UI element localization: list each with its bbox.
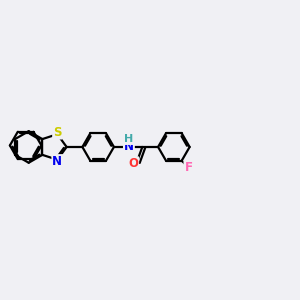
- Text: S: S: [53, 126, 61, 139]
- Text: F: F: [184, 161, 192, 174]
- Text: H: H: [124, 134, 134, 144]
- Text: N: N: [124, 140, 134, 154]
- Text: O: O: [128, 157, 138, 170]
- Text: N: N: [52, 155, 62, 168]
